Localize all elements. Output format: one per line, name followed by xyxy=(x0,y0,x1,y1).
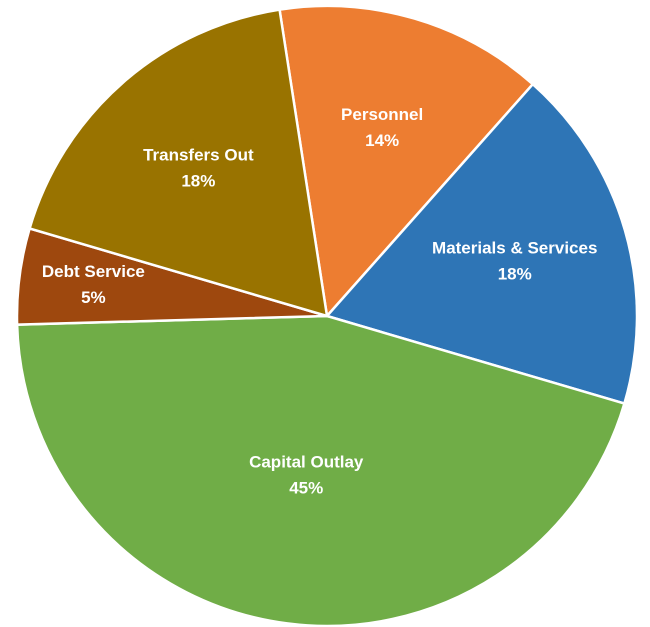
pie-slice xyxy=(324,82,639,406)
slice-label: Transfers Out xyxy=(143,146,254,165)
slice-value-label: 5% xyxy=(81,288,106,307)
slice-value-label: 18% xyxy=(181,172,215,191)
slice-value-label: 14% xyxy=(365,131,399,150)
pie-slice xyxy=(28,8,329,318)
slice-label: Debt Service xyxy=(42,262,145,281)
slice-label: Capital Outlay xyxy=(249,452,364,471)
pie-slice xyxy=(278,4,535,319)
slice-label: Personnel xyxy=(341,105,423,124)
pie-slice xyxy=(15,314,626,627)
slice-value-label: 18% xyxy=(498,265,532,284)
slice-label: Materials & Services xyxy=(432,239,597,258)
slice-value-label: 45% xyxy=(289,478,323,497)
